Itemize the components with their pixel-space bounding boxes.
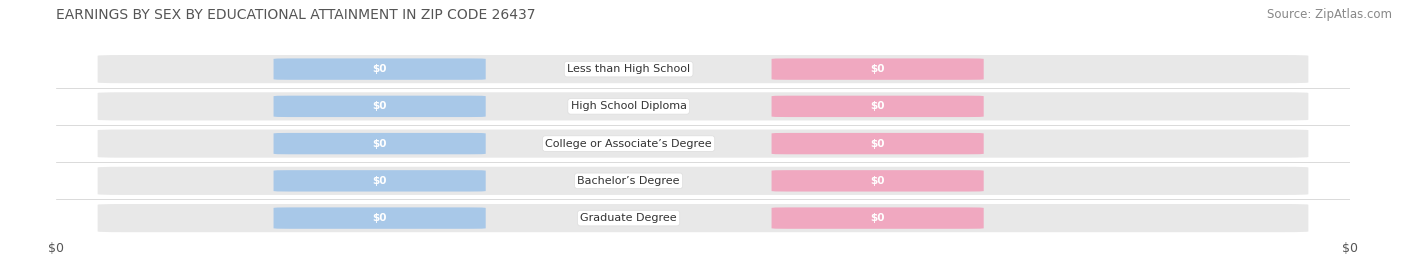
Text: College or Associate’s Degree: College or Associate’s Degree: [546, 139, 711, 148]
Text: Bachelor’s Degree: Bachelor’s Degree: [578, 176, 681, 186]
Text: Graduate Degree: Graduate Degree: [581, 213, 676, 223]
FancyBboxPatch shape: [97, 167, 1309, 195]
Text: $0: $0: [870, 139, 884, 148]
FancyBboxPatch shape: [97, 130, 1309, 158]
Text: $0: $0: [870, 64, 884, 74]
FancyBboxPatch shape: [274, 58, 485, 80]
FancyBboxPatch shape: [274, 133, 485, 154]
Text: $0: $0: [870, 176, 884, 186]
FancyBboxPatch shape: [97, 55, 1309, 83]
Text: $0: $0: [373, 176, 387, 186]
Text: Source: ZipAtlas.com: Source: ZipAtlas.com: [1267, 8, 1392, 21]
Text: $0: $0: [373, 213, 387, 223]
FancyBboxPatch shape: [772, 96, 984, 117]
FancyBboxPatch shape: [274, 170, 485, 192]
FancyBboxPatch shape: [97, 204, 1309, 232]
Text: $0: $0: [373, 101, 387, 111]
FancyBboxPatch shape: [274, 207, 485, 229]
Text: Less than High School: Less than High School: [567, 64, 690, 74]
Text: $0: $0: [373, 64, 387, 74]
Text: EARNINGS BY SEX BY EDUCATIONAL ATTAINMENT IN ZIP CODE 26437: EARNINGS BY SEX BY EDUCATIONAL ATTAINMEN…: [56, 8, 536, 22]
FancyBboxPatch shape: [772, 170, 984, 192]
Text: $0: $0: [373, 139, 387, 148]
Text: $0: $0: [870, 213, 884, 223]
FancyBboxPatch shape: [772, 133, 984, 154]
Text: $0: $0: [870, 101, 884, 111]
FancyBboxPatch shape: [97, 92, 1309, 121]
FancyBboxPatch shape: [274, 96, 485, 117]
FancyBboxPatch shape: [772, 207, 984, 229]
FancyBboxPatch shape: [772, 58, 984, 80]
Text: High School Diploma: High School Diploma: [571, 101, 686, 111]
